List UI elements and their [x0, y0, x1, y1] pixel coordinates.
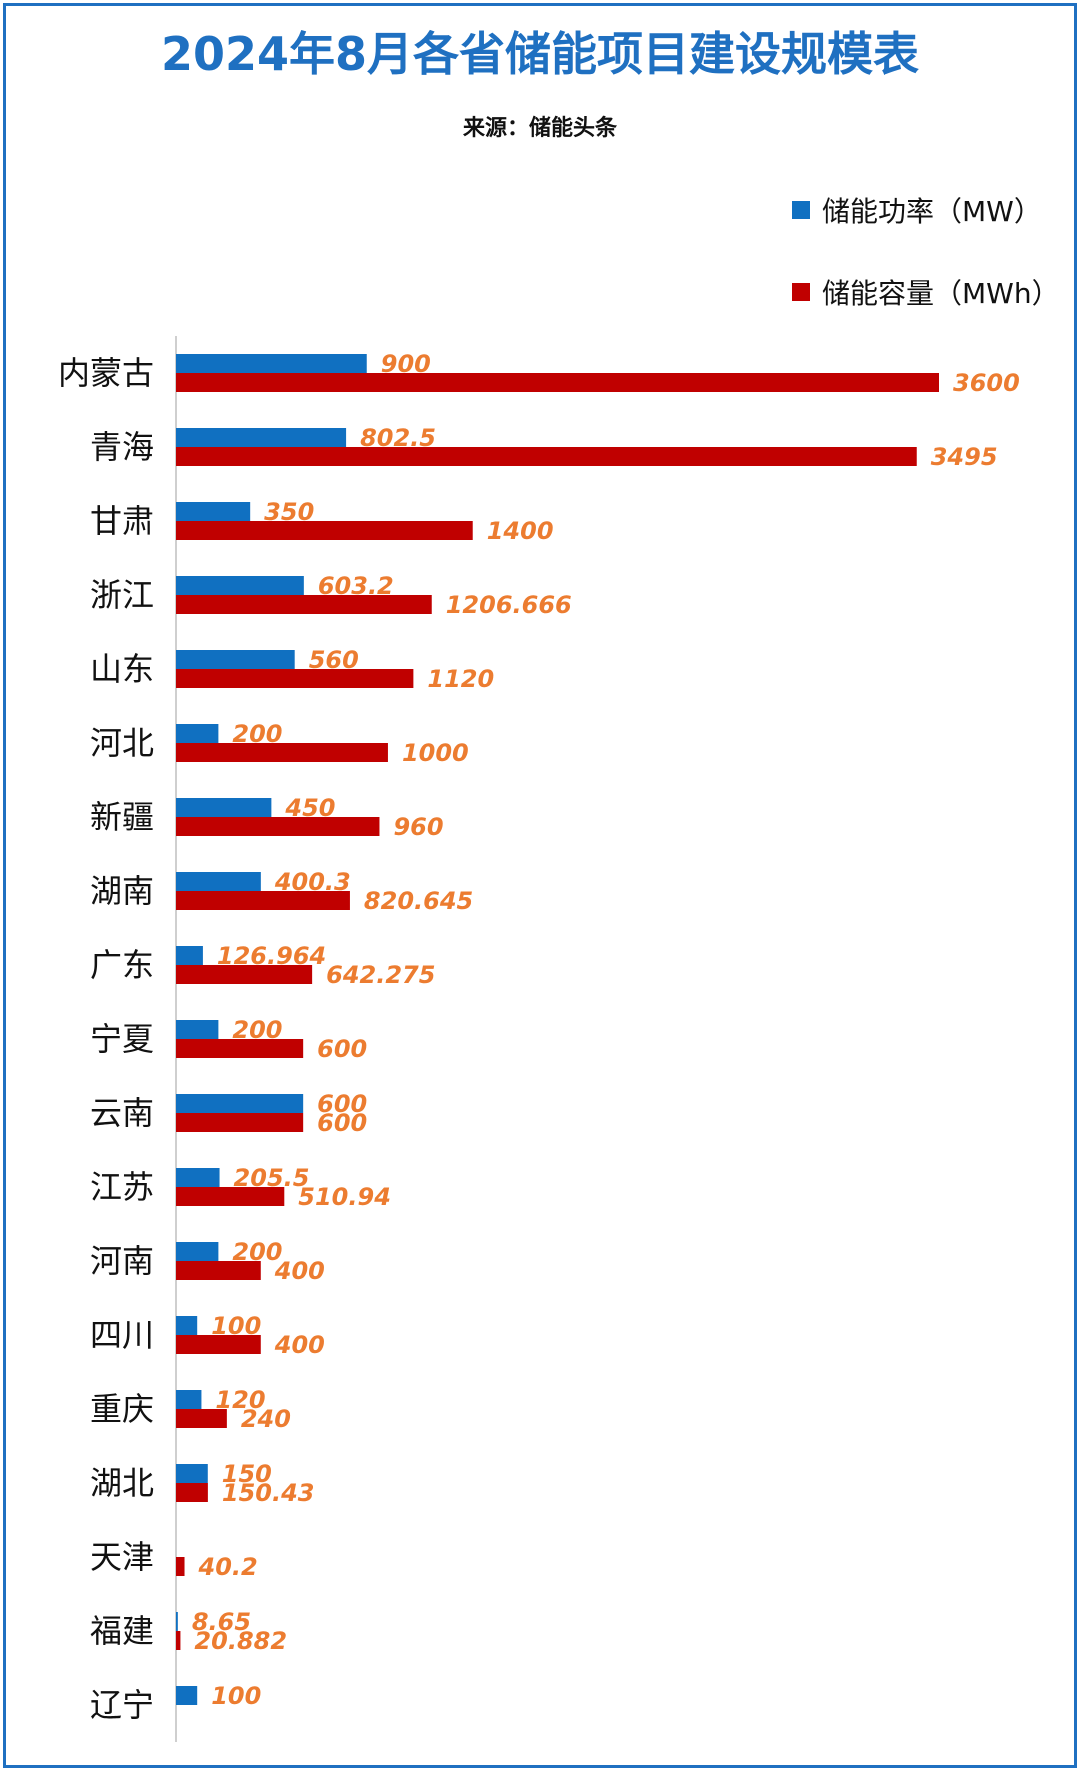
legend-label-power: 储能功率（MW） — [822, 195, 1042, 228]
data-label-capacity: 510.94 — [298, 1183, 391, 1211]
y-tick-label: 浙江 — [90, 576, 154, 614]
data-label-capacity: 40.2 — [198, 1553, 258, 1581]
data-label-capacity: 3495 — [931, 443, 998, 471]
chart-title: 2024年8月各省储能项目建设规模表 — [160, 27, 920, 81]
data-label-capacity: 600 — [317, 1109, 367, 1137]
bar-power — [176, 1168, 220, 1187]
y-tick-label: 重庆 — [90, 1390, 154, 1428]
legend-item-power: 储能功率（MW） — [792, 190, 1042, 230]
y-tick-label: 四川 — [90, 1316, 154, 1354]
y-tick-label: 辽宁 — [90, 1686, 154, 1724]
data-label-capacity: 20.882 — [194, 1627, 287, 1655]
bar-power — [176, 946, 203, 965]
bar-capacity — [176, 1557, 185, 1576]
y-tick-label: 广东 — [90, 946, 154, 984]
bar-power — [176, 1316, 198, 1335]
bar-power — [176, 1390, 202, 1409]
bar-capacity — [176, 1113, 304, 1132]
y-tick-label: 云南 — [90, 1094, 154, 1132]
bar-capacity — [176, 1483, 208, 1502]
bar-capacity — [176, 1261, 261, 1280]
legend-swatch-power — [792, 201, 810, 219]
data-label-capacity: 1000 — [402, 739, 469, 767]
y-tick-label: 湖南 — [90, 872, 154, 910]
bar-capacity — [176, 817, 380, 836]
data-label-power: 100 — [211, 1682, 261, 1710]
data-label-power: 600 — [317, 1090, 367, 1118]
data-label-capacity: 960 — [393, 813, 443, 841]
bar-capacity — [176, 965, 313, 984]
y-tick-label: 江苏 — [90, 1168, 154, 1206]
bar-capacity — [176, 447, 917, 466]
data-label-capacity: 1120 — [427, 665, 494, 693]
bar-capacity — [176, 1335, 261, 1354]
bar-capacity — [176, 1039, 304, 1058]
legend-swatch-capacity — [792, 283, 810, 301]
bar-power — [176, 650, 295, 669]
data-label-capacity: 600 — [317, 1035, 367, 1063]
y-tick-label: 甘肃 — [90, 502, 154, 540]
legend-item-capacity: 储能容量（MWh） — [792, 272, 1060, 312]
y-tick-label: 天津 — [90, 1538, 154, 1576]
bar-capacity — [176, 1187, 285, 1206]
data-label-capacity: 642.275 — [326, 961, 435, 989]
bar-power — [176, 502, 251, 521]
y-tick-label: 山东 — [90, 650, 154, 688]
data-label-capacity: 150.43 — [222, 1479, 315, 1507]
data-label-power: 150 — [222, 1460, 272, 1488]
bar-capacity — [176, 743, 388, 762]
data-label-capacity: 400 — [274, 1331, 325, 1359]
y-tick-label: 青海 — [90, 428, 154, 466]
bar-capacity — [176, 595, 432, 614]
bar-power — [176, 576, 304, 595]
data-label-power: 8.65 — [192, 1608, 251, 1636]
data-label-capacity: 3600 — [953, 369, 1020, 397]
data-label-capacity: 240 — [241, 1405, 291, 1433]
bar-power — [176, 428, 347, 447]
bar-capacity — [176, 1631, 181, 1650]
bar-power — [176, 1686, 198, 1705]
bar-power — [176, 798, 272, 817]
y-tick-label: 新疆 — [90, 798, 154, 836]
bar-power — [176, 872, 261, 891]
bar-power — [176, 1094, 304, 1113]
bar-power — [176, 354, 367, 373]
data-label-capacity: 1400 — [487, 517, 554, 545]
chart-subtitle: 来源：储能头条 — [462, 116, 617, 141]
bar-power — [176, 1242, 219, 1261]
bar-power — [176, 724, 219, 743]
bar-power — [176, 1020, 219, 1039]
y-tick-label: 湖北 — [90, 1464, 154, 1502]
bar-capacity — [176, 1409, 227, 1428]
chart-frame — [3, 3, 1077, 1768]
y-tick-label: 河北 — [90, 724, 154, 762]
y-tick-label: 福建 — [90, 1612, 154, 1650]
bar-capacity — [176, 669, 414, 688]
bar-capacity — [176, 521, 473, 540]
bar-power — [176, 1464, 208, 1483]
y-tick-label: 内蒙古 — [58, 354, 154, 392]
data-label-capacity: 820.645 — [364, 887, 473, 915]
data-label-capacity: 1206.666 — [446, 591, 572, 619]
legend-label-capacity: 储能容量（MWh） — [822, 277, 1060, 310]
y-tick-label: 宁夏 — [90, 1020, 154, 1058]
bar-capacity — [176, 373, 939, 392]
y-tick-label: 河南 — [90, 1242, 154, 1280]
data-label-capacity: 400 — [274, 1257, 325, 1285]
bar-capacity — [176, 891, 350, 910]
bar-power — [176, 1612, 178, 1631]
